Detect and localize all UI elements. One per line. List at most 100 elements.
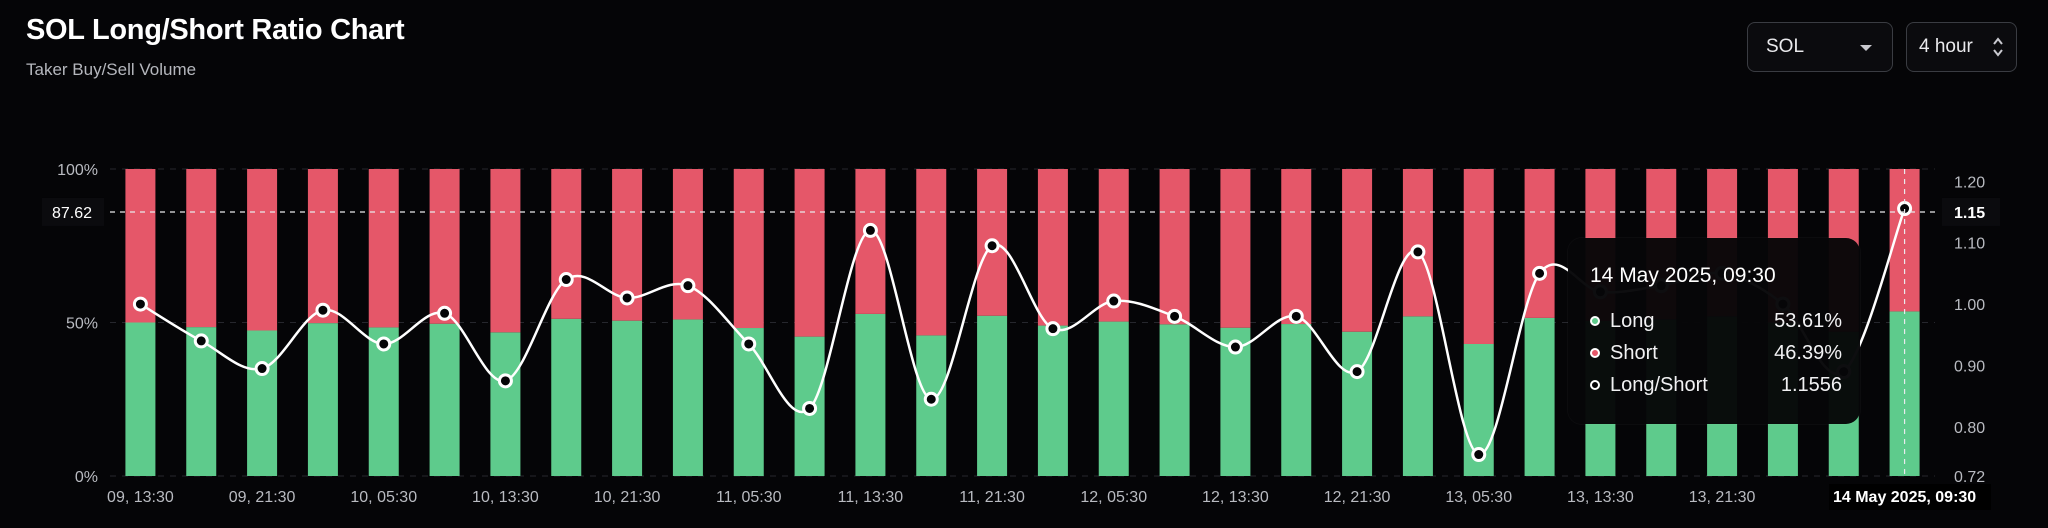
tooltip-value-short: 46.39% [1774,341,1842,364]
chart-title: SOL Long/Short Ratio Chart [26,14,405,46]
ratio-point [1106,293,1122,309]
long-bar [733,328,764,476]
x-tick-label: 09, 13:30 [107,489,174,506]
ratio-point [741,336,757,352]
ratio-point [193,333,209,349]
ratio-point [497,373,513,389]
chart-subtitle: Taker Buy/Sell Volume [26,60,197,79]
chart-tooltip: 14 May 2025, 09:30 Long 53.61% Short 46.… [1568,238,1860,424]
x-tick-label: 10, 13:30 [472,489,539,506]
tooltip-label-ratio: Long/Short [1610,373,1708,396]
long-bar [368,327,399,476]
long-bar [551,318,582,476]
x-tick-label: 11, 21:30 [959,489,1025,506]
crosshair-right-value: 1.15 [1954,205,1985,222]
tooltip-row-ratio: Long/Short 1.1556 [1590,372,1842,398]
x-tick-label: 11, 13:30 [838,489,904,506]
ratio-point [1532,265,1548,281]
y-left-tick-label: 50% [66,316,98,333]
long-bar [1281,324,1312,476]
long-bar [1037,325,1068,476]
y-left-tick-label: 100% [57,162,98,179]
tooltip-label-long: Long [1610,309,1655,332]
crosshair-left-value: 87.62 [52,205,92,222]
short-bar [916,169,947,336]
tooltip-row-short: Short 46.39% [1590,340,1842,366]
tooltip-value-long: 53.61% [1774,309,1842,332]
long-bar [1524,317,1555,476]
interval-select-value: 4 hour [1919,36,1973,57]
short-bar [1402,169,1433,317]
ratio-point [254,361,270,377]
short-bar [733,169,764,329]
short-bar [672,169,703,320]
long-bar [186,327,217,476]
long-bar [1098,321,1129,476]
short-bar [490,169,521,333]
short-bar [429,169,460,324]
ratio-point [1471,447,1487,463]
short-bar [247,169,278,331]
long-bar [612,320,643,476]
chart-axes: 0% 50% 100% 0.72 0.80 0.90 1.00 1.10 1.20 09, 13:… [57,162,1985,506]
short-bar [1463,169,1494,344]
long-bar [672,319,703,476]
ratio-point [619,290,635,306]
ratio-point [1349,364,1365,380]
ratio-point [1167,308,1183,324]
x-tick-label: 13, 05:30 [1445,489,1512,506]
ratio-point [437,305,453,321]
y-left-tick-label: 0% [75,469,98,486]
tooltip-value-ratio: 1.1556 [1780,373,1842,396]
short-bar [186,169,217,328]
tooltip-row-long: Long 53.61% [1590,308,1842,334]
short-bar [794,169,825,337]
tooltip-label-short: Short [1610,341,1658,364]
long-bar [125,322,156,476]
short-bar [1159,169,1190,325]
chart-gridlines [110,168,1935,477]
long-bar [247,330,278,476]
ratio-point [680,278,696,294]
chevron-down-icon [1860,45,1872,51]
chart-crosshair: 87.62 1.15 14 May 2025, 09:30 [42,169,2000,510]
interval-select[interactable]: 4 hour [1906,22,2017,72]
ratio-point [132,296,148,312]
y-right-tick-label: 0.72 [1954,469,1985,486]
long-bar [1402,316,1433,476]
long-bar [1159,324,1190,476]
ratio-point [923,391,939,407]
crosshair-left-badge [42,197,104,226]
long-bar [1342,331,1373,476]
x-tick-label: 11, 05:30 [716,489,782,506]
x-tick-label: 10, 05:30 [350,489,417,506]
y-right-tick-label: 1.00 [1954,297,1985,314]
long-bar [307,323,338,476]
ratio-point [1288,308,1304,324]
long-bar [490,332,521,476]
x-tick-label: 13, 21:30 [1689,489,1756,506]
ratio-point [984,238,1000,254]
x-tick-label: 12, 21:30 [1324,489,1391,506]
short-bar [1220,169,1251,328]
short-bar [1281,169,1312,325]
short-bar [368,169,399,328]
short-bar [551,169,582,319]
x-tick-label: 09, 21:30 [229,489,296,506]
crosshair-x-value: 14 May 2025, 09:30 [1833,489,1976,506]
asset-select[interactable]: SOL [1747,22,1893,72]
long-bar [977,315,1008,476]
updown-chevron-icon [1993,37,2003,57]
short-dot-icon [1590,348,1600,358]
long-dot-icon [1590,316,1600,326]
short-bar [307,169,338,324]
y-right-tick-label: 0.80 [1954,420,1985,437]
long-bar [855,313,886,476]
tooltip-title: 14 May 2025, 09:30 [1590,264,1776,287]
ratio-point [1410,244,1426,260]
ratio-point [315,302,331,318]
crosshair-right-badge [1942,197,2000,226]
y-right-tick-label: 1.20 [1954,174,1985,191]
short-bar [1037,169,1068,326]
ratio-dot-icon [1590,380,1600,390]
